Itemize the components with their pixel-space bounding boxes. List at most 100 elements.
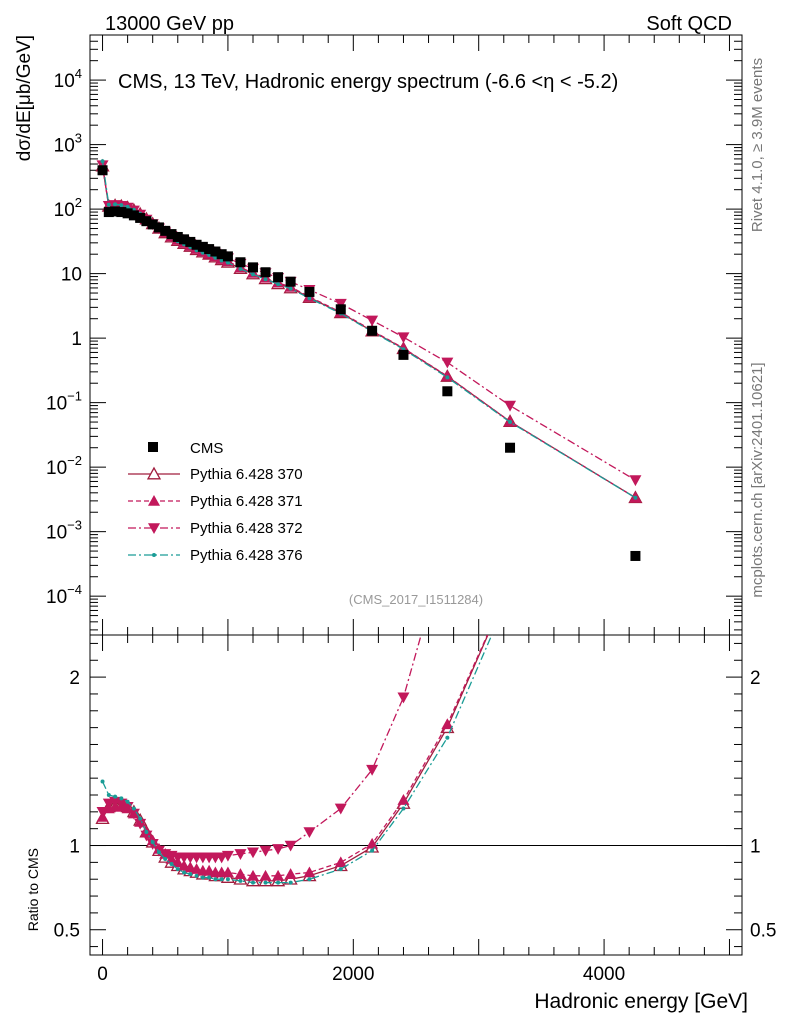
series-3-point bbox=[307, 296, 312, 301]
series-3-point bbox=[106, 202, 111, 207]
main-series-layer bbox=[95, 158, 643, 561]
ratio-1-point bbox=[334, 856, 347, 868]
cms-data-point bbox=[367, 325, 378, 336]
ratio-3-point bbox=[150, 840, 155, 845]
ratio-y-tick-label: 0.5 bbox=[54, 921, 80, 942]
ratio-3-point bbox=[138, 816, 143, 821]
series-3-point bbox=[113, 202, 118, 207]
series-3-point bbox=[238, 266, 243, 271]
cms-data-point bbox=[304, 286, 315, 297]
ratio-series-layer bbox=[95, 538, 516, 887]
ratio-line-1 bbox=[101, 635, 489, 877]
ratio-2-point bbox=[441, 538, 453, 549]
legend-marker-3 bbox=[152, 553, 156, 557]
main-plot-frame bbox=[89, 34, 743, 636]
legend-label-0: Pythia 6.428 370 bbox=[190, 466, 303, 483]
series-line-2 bbox=[101, 165, 636, 481]
ratio-1-point bbox=[504, 578, 516, 589]
series-3-point bbox=[125, 204, 130, 209]
ratio-2-point bbox=[140, 830, 153, 842]
legend-entry-2: Pythia 6.428 372 bbox=[128, 520, 303, 537]
y-tick-label: 1 bbox=[71, 329, 82, 350]
ratio-2-point bbox=[221, 850, 234, 862]
ratio-2-point bbox=[96, 807, 109, 818]
ratio-3-point bbox=[251, 880, 255, 885]
ratio-1-point bbox=[284, 868, 297, 879]
cms-data-point bbox=[273, 272, 284, 283]
ratio-y-tick-label-right: 2 bbox=[750, 668, 761, 689]
ratio-2-point bbox=[397, 692, 410, 704]
legend-label-cms: CMS bbox=[190, 440, 223, 457]
ratio-y-tick-label-right: 0.5 bbox=[750, 921, 776, 942]
ratio-2-point bbox=[366, 764, 379, 776]
ratio-2-point bbox=[334, 803, 347, 815]
cms-data-point bbox=[116, 207, 127, 218]
header-left-label: 13000 GeV pp bbox=[105, 13, 234, 35]
ratio-1-point bbox=[247, 869, 259, 881]
ratio-3-point bbox=[200, 875, 205, 880]
cms-data-point bbox=[172, 231, 183, 242]
legend-label-1: Pythia 6.428 371 bbox=[190, 493, 303, 510]
cms-data-point bbox=[191, 239, 202, 250]
y-tick-label: 10−2 bbox=[46, 453, 82, 479]
ratio-3-point bbox=[238, 878, 243, 883]
ratio-1-point bbox=[303, 866, 316, 878]
ratio-1-point bbox=[259, 869, 272, 881]
series-3-point bbox=[288, 286, 293, 291]
ratio-3-point bbox=[119, 796, 124, 801]
cms-data-point bbox=[153, 222, 164, 233]
cms-data-point bbox=[147, 219, 158, 230]
cms-data-point bbox=[179, 234, 190, 245]
ratio-3-point bbox=[125, 799, 130, 804]
cms-data-point bbox=[185, 236, 196, 247]
ratio-1-point bbox=[221, 866, 234, 878]
ratio-3-point bbox=[219, 877, 224, 882]
ratio-3-point bbox=[307, 877, 312, 882]
ratio-3-point bbox=[156, 850, 161, 855]
series-3-point bbox=[263, 277, 268, 282]
cms-data-point bbox=[122, 208, 133, 219]
legend-marker-0 bbox=[146, 466, 162, 480]
ratio-3-point bbox=[131, 806, 136, 811]
ratio-3-point bbox=[401, 806, 406, 811]
series-3-point bbox=[445, 375, 450, 380]
ratio-3-point bbox=[338, 867, 343, 872]
ratio-3-point bbox=[163, 857, 168, 861]
y-tick-label: 102 bbox=[54, 195, 82, 221]
ratio-3-point bbox=[144, 830, 149, 835]
series-3-point bbox=[225, 260, 230, 265]
y-tick-label: 104 bbox=[54, 66, 82, 92]
legend-entry-3: Pythia 6.428 376 bbox=[128, 547, 303, 564]
ratio-3-point bbox=[207, 875, 212, 880]
header-right-label: Soft QCD bbox=[646, 13, 732, 35]
ratio-y-tick-label: 1 bbox=[69, 837, 80, 858]
ratio-3-point bbox=[100, 779, 105, 784]
ratio-2-point bbox=[234, 849, 247, 860]
legend-label-3: Pythia 6.428 376 bbox=[190, 547, 303, 564]
ratio-3-point bbox=[106, 793, 111, 797]
ratio-3-point bbox=[213, 877, 218, 882]
cms-data-point bbox=[210, 246, 221, 257]
mcplots-label: mcplots.cern.ch [arXiv:2401.10621] bbox=[749, 362, 766, 597]
ratio-3-point bbox=[276, 880, 281, 885]
cms-data-point bbox=[166, 229, 177, 240]
ratio-3-point bbox=[263, 880, 268, 885]
series-3-point bbox=[251, 272, 255, 277]
ratio-2-point bbox=[127, 808, 140, 820]
ratio-3-point bbox=[225, 877, 230, 882]
ratio-3-point bbox=[508, 591, 512, 595]
series-3-point bbox=[633, 495, 638, 500]
ratio-3-point bbox=[182, 870, 187, 875]
cms-data-point bbox=[204, 244, 215, 255]
ratio-0-point bbox=[504, 578, 516, 589]
y-tick-label: 10 bbox=[61, 265, 82, 286]
ratio-3-point bbox=[445, 735, 450, 740]
series-3-point bbox=[119, 203, 124, 208]
series-2-point bbox=[397, 332, 410, 344]
ratio-3-point bbox=[169, 862, 174, 867]
cms-data-point bbox=[197, 241, 208, 252]
ratio-y-tick-label: 2 bbox=[69, 668, 80, 689]
y-tick-label: 10−4 bbox=[46, 582, 82, 608]
